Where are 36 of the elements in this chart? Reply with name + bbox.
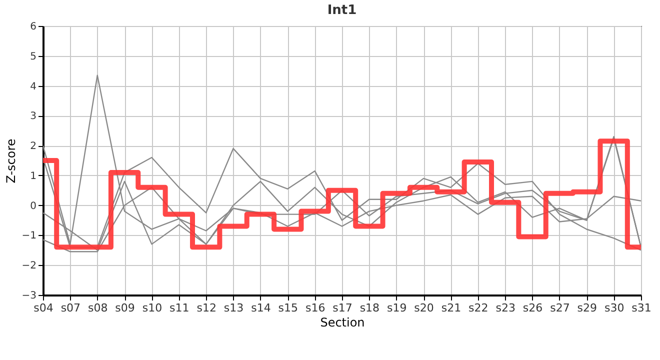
x-tick-label: s21: [441, 302, 462, 314]
x-tick-label: s15: [278, 302, 298, 314]
y-tick-label: 1: [30, 170, 36, 182]
x-tick-label: s17: [332, 302, 352, 314]
x-tick-label: s20: [414, 302, 434, 314]
x-tick-label: s23: [496, 302, 516, 314]
x-tick-label: s27: [550, 302, 570, 314]
x-tick-label: s10: [142, 302, 162, 314]
x-tick-label: s11: [170, 302, 190, 314]
y-axis-title: Z-score: [4, 138, 18, 184]
x-tick-label: s13: [224, 302, 244, 314]
y-tick-label: 0: [30, 200, 36, 212]
x-tick-label: s29: [577, 302, 598, 314]
x-tick-label: s19: [386, 302, 407, 314]
x-tick-label: s18: [360, 302, 380, 314]
y-tick-label: −2: [22, 260, 36, 272]
x-tick-label: s31: [632, 302, 652, 314]
x-tick-label: s07: [60, 302, 81, 314]
x-tick-label: s22: [468, 302, 488, 314]
x-tick-label: s14: [251, 302, 271, 314]
x-tick-label: s30: [604, 302, 624, 314]
x-tick-label: s16: [305, 302, 326, 314]
x-tick-label: s26: [522, 302, 543, 314]
y-tick-label: 4: [30, 81, 36, 92]
x-tick-label: s09: [115, 302, 135, 314]
x-tick-label: s08: [88, 302, 108, 314]
x-tick-label: s12: [196, 302, 216, 314]
y-tick-label: 6: [30, 22, 36, 32]
y-tick-label: 3: [30, 111, 36, 122]
y-tick-label: 2: [30, 141, 36, 152]
y-tick-label: −3: [22, 290, 36, 302]
y-tick-label: −1: [22, 230, 36, 242]
x-axis-title: Section: [320, 316, 365, 330]
x-tick-label: s04: [34, 302, 54, 314]
y-tick-label: 5: [30, 51, 36, 62]
chart-title: Int1: [327, 3, 357, 18]
